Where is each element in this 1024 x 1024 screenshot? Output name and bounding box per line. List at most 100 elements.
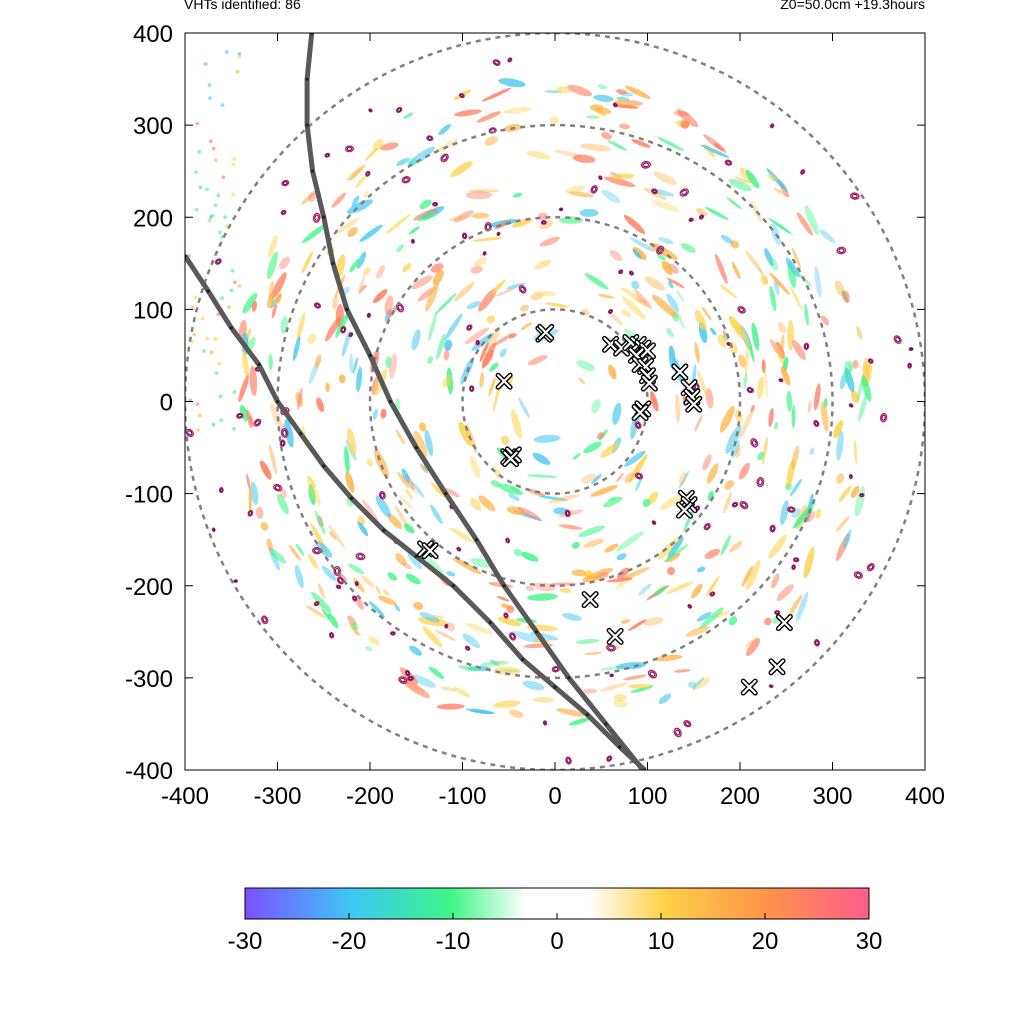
vorticity-streak [627,683,652,689]
x-tick-label: 0 [548,783,561,810]
vorticity-streak [767,173,778,182]
vorticity-streak [599,682,628,692]
vht-marker [639,342,656,360]
vorticity-streak [376,265,386,279]
vorticity-streak [836,515,850,532]
vorticity-streak [481,342,496,369]
vorticity-streak [419,612,440,623]
vorticity-streak [704,206,729,220]
vorticity-streak [430,263,444,273]
vorticity-streak [836,430,844,461]
vorticity-streak [780,500,789,525]
vorticity-contour [282,181,288,185]
track-point [488,621,492,625]
vorticity-streak [224,50,229,54]
vorticity-streak [321,608,331,621]
vorticity-streak [213,337,218,341]
vorticity-streak [260,521,269,531]
vorticity-streak [722,329,729,340]
vorticity-streak [361,575,375,588]
vorticity-streak [630,685,654,693]
vorticity-streak [358,284,367,293]
vorticity-streak [237,52,242,56]
track-point [585,713,589,717]
vorticity-streak [397,471,409,489]
vorticity-streak [426,556,444,576]
vorticity-streak [620,309,632,317]
vorticity-streak [300,192,316,205]
vorticity-streak [764,366,769,399]
y-tick-label: 0 [160,390,173,417]
track-point [474,538,478,542]
vorticity-contour [649,671,656,677]
vorticity-streak [838,485,852,503]
vorticity-streak [296,312,306,344]
vorticity-streak [409,674,437,688]
vorticity-streak [395,553,407,566]
vorticity-streak [777,321,787,334]
vorticity-streak [807,400,812,413]
track-point [604,722,608,726]
vorticity-streak [581,473,597,484]
vorticity-streak [697,370,709,399]
vorticity-streak [650,391,659,412]
vorticity-streak [355,174,367,189]
vorticity-contour [688,217,694,222]
vorticity-streak [654,654,683,662]
vorticity-streak [235,69,240,74]
vorticity-streak [478,495,496,512]
vorticity-contour [463,233,467,238]
vorticity-streak [795,591,809,622]
colorbar-tick-label: 20 [752,928,779,955]
vorticity-streak [372,139,384,152]
vorticity-streak [453,281,475,302]
track-point [618,745,622,749]
vorticity-streak [612,402,622,425]
vorticity-contour [684,721,690,726]
vorticity-contour [366,171,370,176]
vorticity-streak [472,236,504,242]
vorticity-streak [571,541,580,549]
vht-count-label: VHTs identified: 86 [184,0,301,12]
vorticity-streak [745,250,763,273]
vorticity-contour [640,160,652,169]
vorticity-streak [405,573,421,585]
vorticity-streak [476,111,502,123]
vorticity-contour [703,522,711,531]
vorticity-streak [349,258,360,273]
colorbar-tick-label: 30 [856,928,883,955]
vorticity-contour [698,214,705,220]
vorticity-streak [719,284,738,299]
vht-marker [631,404,649,422]
vorticity-streak [761,359,766,374]
vorticity-streak [375,585,381,595]
vorticity-contour [469,385,475,393]
vorticity-streak [676,109,699,128]
vorticity-streak [334,218,359,235]
vorticity-streak [583,441,602,454]
vorticity-streak [196,428,200,432]
vorticity-streak [804,303,809,327]
vorticity-contour [404,669,411,677]
vht-marker [685,395,703,413]
vorticity-streak [590,485,619,497]
vorticity-contour [606,644,617,652]
vorticity-streak [352,356,359,374]
vorticity-streak [509,709,524,718]
vorticity-streak [567,84,593,97]
x-axis: -400 -300 -200 -100 0 100 200 300 400 [161,33,945,810]
vorticity-contour [607,756,612,761]
vorticity-streak [549,116,560,125]
vorticity-contour [248,511,253,516]
vht-markers [417,323,793,696]
vorticity-streak [728,616,738,626]
vorticity-streak [438,124,451,136]
vht-marker [502,450,520,468]
vorticity-contour [348,332,354,338]
vorticity-streak [497,617,522,627]
vorticity-contour [681,190,688,195]
vorticity-streak [624,472,635,483]
vorticity-streak [820,401,829,432]
vorticity-streak [216,312,221,317]
vorticity-streak [208,96,212,101]
